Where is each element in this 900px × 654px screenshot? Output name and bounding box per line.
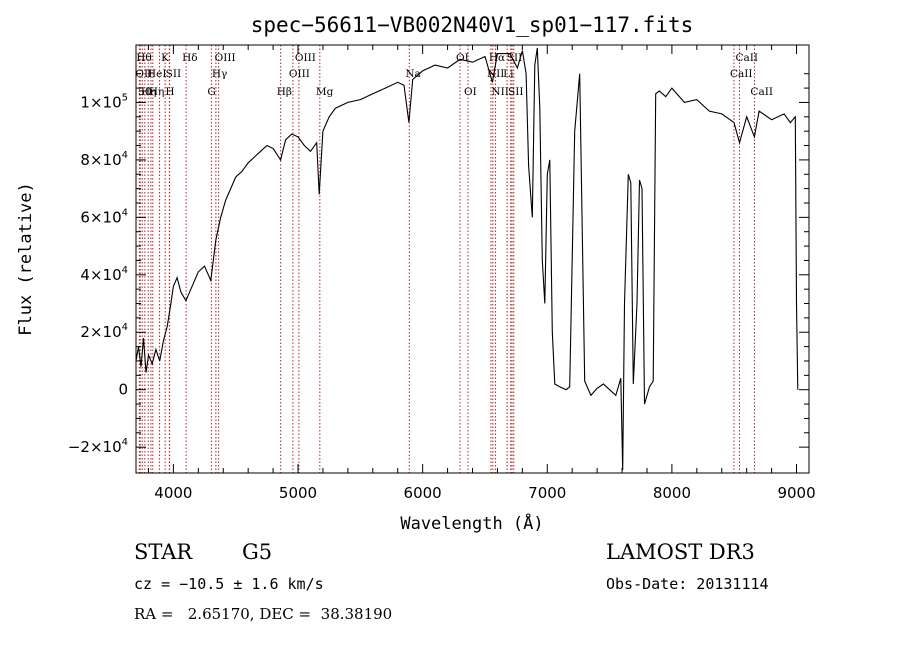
line-marker-label-20: OI bbox=[456, 52, 469, 64]
line-marker-label-3: Hη bbox=[141, 86, 156, 98]
line-marker-label-15: Hβ bbox=[277, 86, 292, 98]
x-axis-title: Wavelength (Å) bbox=[400, 512, 543, 534]
observation-date: Obs-Date: 20131114 bbox=[606, 575, 769, 593]
line-marker-label-9: H bbox=[165, 86, 174, 98]
chart-title: spec−56611−VB002N40V1_sp01−117.fits bbox=[251, 13, 694, 37]
line-marker-label-11: Hδ bbox=[182, 52, 197, 64]
line-marker-label-19: Na bbox=[405, 68, 420, 80]
object-class: STAR bbox=[134, 540, 193, 564]
y-tick-label-2: 2×104 bbox=[80, 322, 128, 341]
line-marker-label-29: CaII bbox=[730, 68, 753, 80]
line-marker-label-30: CaII bbox=[735, 52, 758, 64]
object-subclass: G5 bbox=[242, 540, 272, 564]
line-marker-label-13: Hγ bbox=[212, 68, 227, 80]
x-axis: 4000 5000 6000 7000 8000 9000 bbox=[147, 45, 816, 502]
redshift-value: cz = −10.5 ± 1.6 km/s bbox=[134, 575, 324, 593]
plot-frame bbox=[135, 44, 810, 474]
x-tick-label-4: 8000 bbox=[653, 484, 691, 502]
line-marker-label-24: NII bbox=[491, 86, 508, 98]
line-marker-label-6: Hη bbox=[149, 86, 164, 98]
y-tick-label-0: −2×104 bbox=[68, 437, 128, 456]
y-axis: −2×104 0 2×104 4×104 6×104 8×104 1×105 bbox=[68, 73, 809, 456]
y-tick-label-6: 1×105 bbox=[80, 92, 128, 111]
line-marker-label-31: CaII bbox=[750, 86, 773, 98]
line-marker-label-21: OI bbox=[464, 86, 477, 98]
y-tick-label-1: 0 bbox=[118, 381, 128, 399]
line-marker-label-2: 50 bbox=[138, 86, 151, 98]
line-marker-label-18: Mg bbox=[316, 86, 334, 98]
survey-name: LAMOST DR3 bbox=[606, 540, 755, 564]
line-marker-label-17: OIII bbox=[295, 52, 316, 64]
x-tick-label-2: 6000 bbox=[404, 484, 442, 502]
y-axis-title: Flux (relative) bbox=[16, 182, 36, 336]
x-tick-label-5: 9000 bbox=[777, 484, 815, 502]
line-marker-label-16: OIII bbox=[289, 68, 310, 80]
y-tick-label-3: 4×104 bbox=[80, 265, 128, 284]
x-tick-label-3: 7000 bbox=[528, 484, 566, 502]
line-marker-label-12: G bbox=[207, 86, 215, 98]
line-marker-label-14: OIII bbox=[215, 52, 236, 64]
x-tick-label-1: 5000 bbox=[279, 484, 317, 502]
ra-dec-value: RA = 2.65170, DEC = 38.38190 bbox=[134, 605, 392, 623]
line-marker-label-0: Hθ bbox=[136, 52, 151, 64]
y-tick-label-5: 8×104 bbox=[80, 150, 128, 169]
line-markers bbox=[138, 45, 755, 473]
line-marker-label-10: SII bbox=[166, 68, 182, 80]
line-marker-label-8: K bbox=[161, 52, 169, 64]
line-marker-label-25: Li bbox=[503, 68, 514, 80]
spectrum-line bbox=[135, 47, 799, 471]
y-tick-label-4: 6×104 bbox=[80, 207, 128, 226]
line-marker-label-27: SII bbox=[508, 86, 523, 98]
x-tick-label-0: 4000 bbox=[154, 484, 192, 502]
line-marker-labels: HθOII50HηHeIHηKHSIIHδGHγOIIIHβOIIIOIIIMg… bbox=[135, 52, 773, 98]
line-marker-label-1: OII bbox=[135, 68, 152, 80]
line-marker-label-5: HeI bbox=[147, 68, 167, 80]
